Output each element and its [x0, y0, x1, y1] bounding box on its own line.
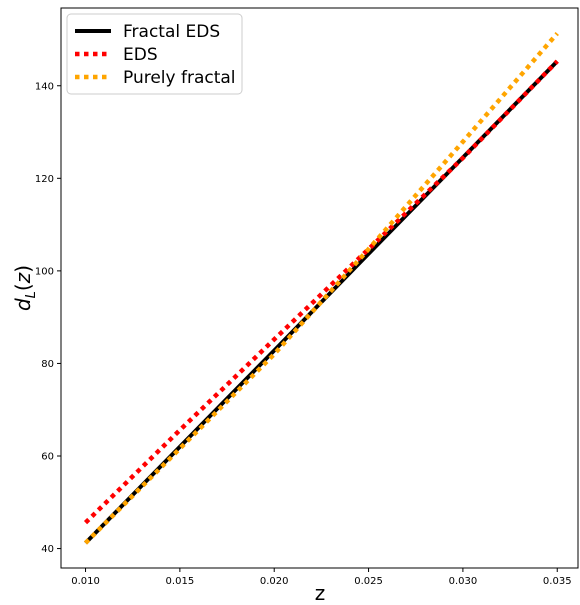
x-tick-label: 0.010: [71, 576, 100, 587]
y-tick-label: 120: [35, 174, 54, 185]
x-axis-ticks: 0.010 0.015 0.020 0.025 0.030 0.035: [71, 568, 572, 587]
y-tick-label: 80: [41, 359, 54, 370]
x-axis-label: z: [315, 581, 326, 605]
y-axis-ticks: 40 60 80 100 120 140: [35, 81, 61, 555]
y-tick-label: 140: [35, 81, 54, 92]
y-axis-label: dL(z): [11, 265, 39, 311]
x-tick-label: 0.035: [543, 576, 572, 587]
y-tick-label: 60: [41, 452, 54, 463]
legend-label: Purely fractal: [123, 68, 236, 88]
legend-label: EDS: [123, 45, 158, 65]
y-tick-label: 100: [35, 266, 54, 277]
x-tick-label: 0.030: [449, 576, 478, 587]
series-layer: [83, 31, 559, 545]
plot-area: [60, 7, 579, 569]
legend: Fractal EDS EDS Purely fractal: [66, 13, 243, 95]
legend-label: Fractal EDS: [123, 22, 220, 42]
legend-box: [66, 13, 243, 95]
x-tick-label: 0.025: [354, 576, 383, 587]
y-tick-label: 40: [41, 544, 54, 555]
x-tick-label: 0.015: [166, 576, 195, 587]
x-tick-label: 0.020: [260, 576, 289, 587]
series-line: [83, 31, 559, 545]
series-line: [83, 59, 559, 525]
